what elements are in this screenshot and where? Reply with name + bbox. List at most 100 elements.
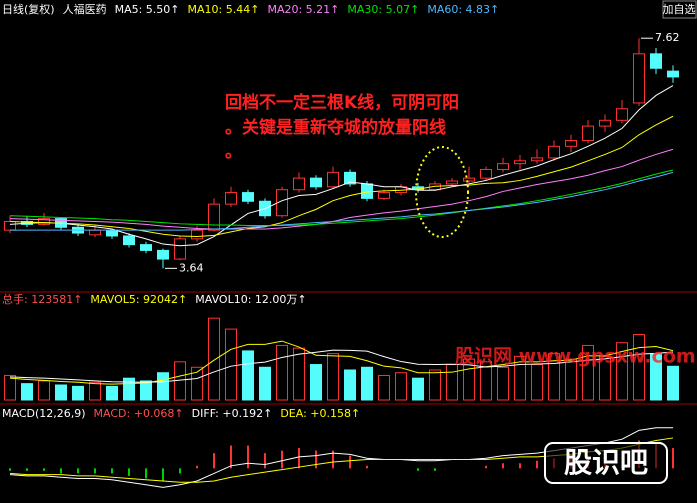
volume-bar (361, 366, 373, 401)
legend-entry: 人福医药 (63, 2, 107, 16)
indicator-line (9, 340, 674, 385)
add-watchlist-label[interactable]: 加自选 (663, 3, 696, 16)
legend-entry: MA30: 5.07↑ (347, 3, 419, 16)
volume-bar (242, 350, 254, 401)
annotation: 回档不一定三根K线，可阴可阳 (225, 92, 459, 113)
candle-body (89, 229, 101, 236)
candle-body (310, 177, 322, 188)
watermark: 股识吧 (564, 446, 648, 479)
legend-entry: MA60: 4.83↑ (427, 3, 499, 16)
volume-bar (55, 384, 67, 401)
candle-body (463, 177, 475, 182)
indicator-line (9, 85, 674, 247)
plot-layer: 7.62 3.64 (4, 31, 680, 488)
candle-body (276, 189, 288, 217)
candle-body (208, 203, 220, 231)
volume-bar (344, 369, 356, 401)
candle-body (667, 70, 679, 78)
volume-bar (463, 358, 475, 401)
legend-entry: MAVOL10: 12.00万↑ (195, 293, 306, 306)
extreme-label: 7.62 (655, 31, 680, 44)
volume-bar (412, 377, 424, 401)
candle-body (157, 249, 169, 260)
volume-bar (293, 347, 305, 401)
candle-body (548, 145, 560, 159)
volume-bar (259, 366, 271, 401)
volume-bar (327, 353, 339, 401)
candle-body (174, 238, 186, 260)
logo-box (544, 442, 668, 484)
candle-body (242, 192, 254, 202)
candle-body (616, 108, 628, 121)
watermark: 股识网 www.gpsxw.com (455, 346, 696, 368)
volume-bar (310, 364, 322, 401)
add-watchlist-button[interactable] (662, 0, 697, 19)
candle-body (191, 229, 203, 240)
candle-body (480, 168, 492, 179)
volume-bar (531, 364, 543, 401)
candle-body (293, 177, 305, 191)
candle-body (497, 163, 509, 170)
legend-entry: DEA: +0.158↑ (280, 407, 360, 420)
volume-bar (106, 385, 118, 401)
volume-bar (616, 342, 628, 401)
volume-bar (225, 328, 237, 401)
volume-bar (123, 377, 135, 401)
candle-body (106, 229, 118, 237)
candle-body (378, 192, 390, 199)
volume-bar (72, 385, 84, 401)
candle-body (4, 221, 16, 231)
indicator-line (10, 171, 674, 231)
volume-bar (599, 355, 611, 401)
volume-bar (565, 358, 577, 401)
annotation: 。 (225, 142, 242, 162)
volume-bar (157, 372, 169, 401)
volume-bar (21, 383, 33, 401)
candle-body (582, 125, 594, 142)
candle-body (633, 53, 645, 104)
candle-body (123, 235, 135, 246)
candle-body (327, 171, 339, 188)
legend-entry: DIFF: +0.192↑ (192, 407, 273, 420)
volume-bar (191, 366, 203, 401)
volume-bar (395, 372, 407, 401)
candle-body (650, 53, 662, 69)
indicator-line (9, 148, 674, 230)
volume-bar (514, 355, 526, 401)
volume-bar (480, 361, 492, 401)
indicator-line (9, 115, 674, 238)
legend-entry: MA20: 5.21↑ (267, 3, 339, 16)
candle-body (565, 140, 577, 147)
highlight-ellipse (415, 146, 469, 238)
volume-bar (633, 334, 645, 401)
legend-entry: MA10: 5.44↑ (188, 3, 260, 16)
volume-bar (446, 364, 458, 401)
volume-bar (89, 381, 101, 401)
candle-body (446, 180, 458, 185)
annotation: 。关键是重新夺城的放量阳线 (225, 117, 446, 138)
legend-entry: 总手: 123581↑ (2, 292, 82, 306)
candle-body (514, 160, 526, 165)
volume-bar (378, 374, 390, 401)
candle-body (531, 157, 543, 162)
extreme-label: 3.64 (179, 261, 204, 274)
volume-bar (429, 369, 441, 401)
volume-bar (208, 317, 220, 401)
legend-entry: MA5: 5.50↑ (115, 3, 180, 16)
volume-bar (548, 353, 560, 401)
candle-body (344, 171, 356, 185)
volume-bar (4, 374, 16, 401)
legend-entry: 日线(复权) (2, 2, 55, 16)
volume-bar (497, 366, 509, 401)
volume-bar (667, 365, 679, 401)
volume-bar (140, 380, 152, 401)
indicator-line (9, 169, 674, 227)
candle-body (140, 244, 152, 251)
candle-body (361, 183, 373, 199)
indicator-line (9, 349, 674, 383)
candle-body (599, 119, 611, 127)
legend-entry: MACD(12,26,9) (2, 407, 86, 420)
candle-body (38, 218, 50, 225)
